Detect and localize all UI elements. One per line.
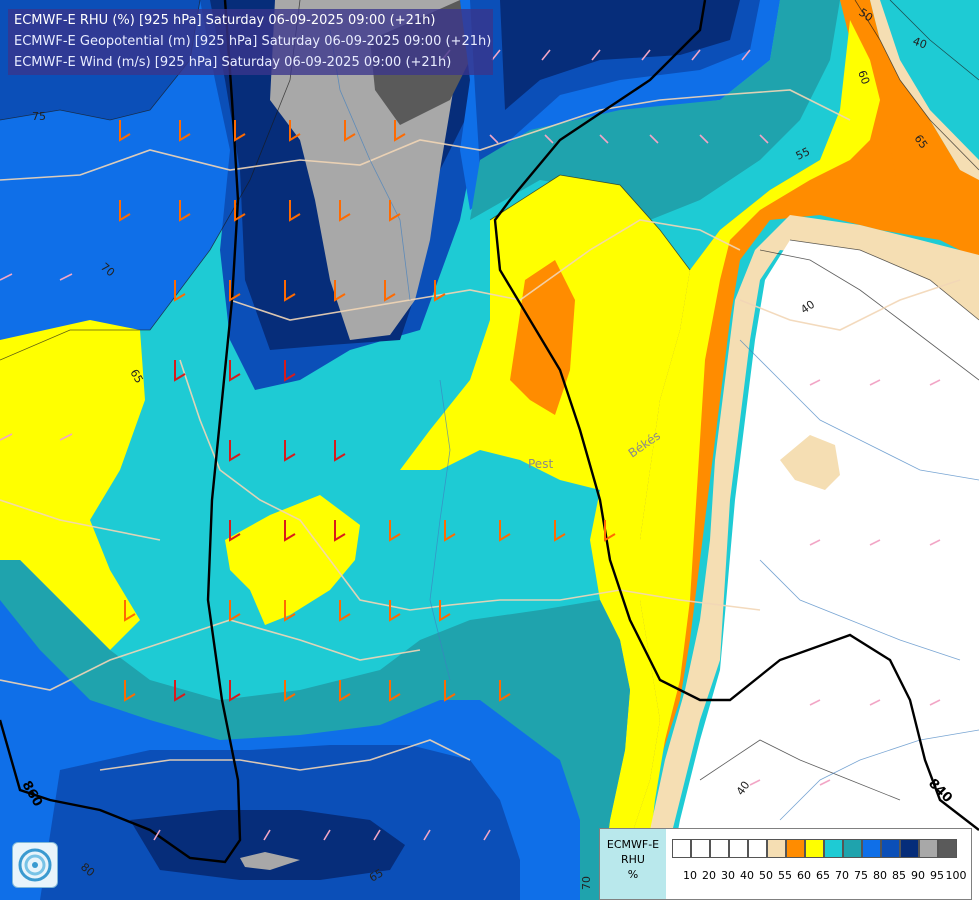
legend-tick-label: 100 [945, 869, 967, 882]
contour-label: 65 [127, 367, 145, 386]
contour-label: 60 [855, 69, 872, 87]
legend-swatch [729, 839, 748, 858]
legend-swatch [710, 839, 729, 858]
legend-swatch [691, 839, 710, 858]
legend-title-unit: % [627, 868, 639, 881]
map-title-box: ECMWF-E RHU (%) [925 hPa] Saturday 06-09… [8, 9, 493, 75]
legend-tick-label: 75 [854, 869, 868, 882]
legend-swatch [748, 839, 767, 858]
legend-tick-label: 55 [778, 869, 792, 882]
legend-tick-label: 65 [816, 869, 830, 882]
legend-tick-label: 40 [740, 869, 754, 882]
legend-swatch [843, 839, 862, 858]
title-wind: ECMWF-E Wind (m/s) [925 hPa] Saturday 06… [14, 55, 452, 70]
legend-tick-label: 20 [702, 869, 716, 882]
legend-tick-label: 50 [759, 869, 773, 882]
legend-title: ECMWF-E RHU % [600, 829, 666, 899]
legend-swatch [919, 839, 938, 858]
legend-tick-label: 60 [797, 869, 811, 882]
place-label-pest: Pest [528, 457, 553, 471]
contour-label: 55 [794, 145, 812, 163]
contour-label: 75 [32, 110, 46, 123]
contour-label: 70 [580, 876, 593, 890]
legend-tick-label: 80 [873, 869, 887, 882]
contour-label: 40 [911, 35, 929, 52]
legend-title-model: ECMWF-E [606, 838, 660, 851]
title-rhu: ECMWF-E RHU (%) [925 hPa] Saturday 06-09… [14, 13, 436, 28]
legend-swatch [672, 839, 691, 858]
legend-title-var: RHU [621, 853, 645, 866]
legend-tick-label: 90 [911, 869, 925, 882]
legend-tick-label: 30 [721, 869, 735, 882]
legend-tick-label: 95 [930, 869, 944, 882]
legend-swatch [900, 839, 919, 858]
contour-label: 65 [367, 866, 386, 884]
legend-swatch [881, 839, 900, 858]
title-geopotential: ECMWF-E Geopotential (m) [925 hPa] Satur… [14, 34, 492, 49]
ecmwf-swirl-logo-icon [12, 842, 58, 888]
legend-tick-label: 70 [835, 869, 849, 882]
legend-swatch [862, 839, 881, 858]
legend-swatch [805, 839, 824, 858]
legend-tick-label: 10 [683, 869, 697, 882]
legend: ECMWF-E RHU % 10 20 30 40 50 55 60 65 70 75 80 85 90… [599, 828, 972, 900]
legend-tick-label: 85 [892, 869, 906, 882]
legend-swatch [767, 839, 786, 858]
legend-swatch [938, 839, 957, 858]
legend-swatch [824, 839, 843, 858]
legend-swatch [786, 839, 805, 858]
